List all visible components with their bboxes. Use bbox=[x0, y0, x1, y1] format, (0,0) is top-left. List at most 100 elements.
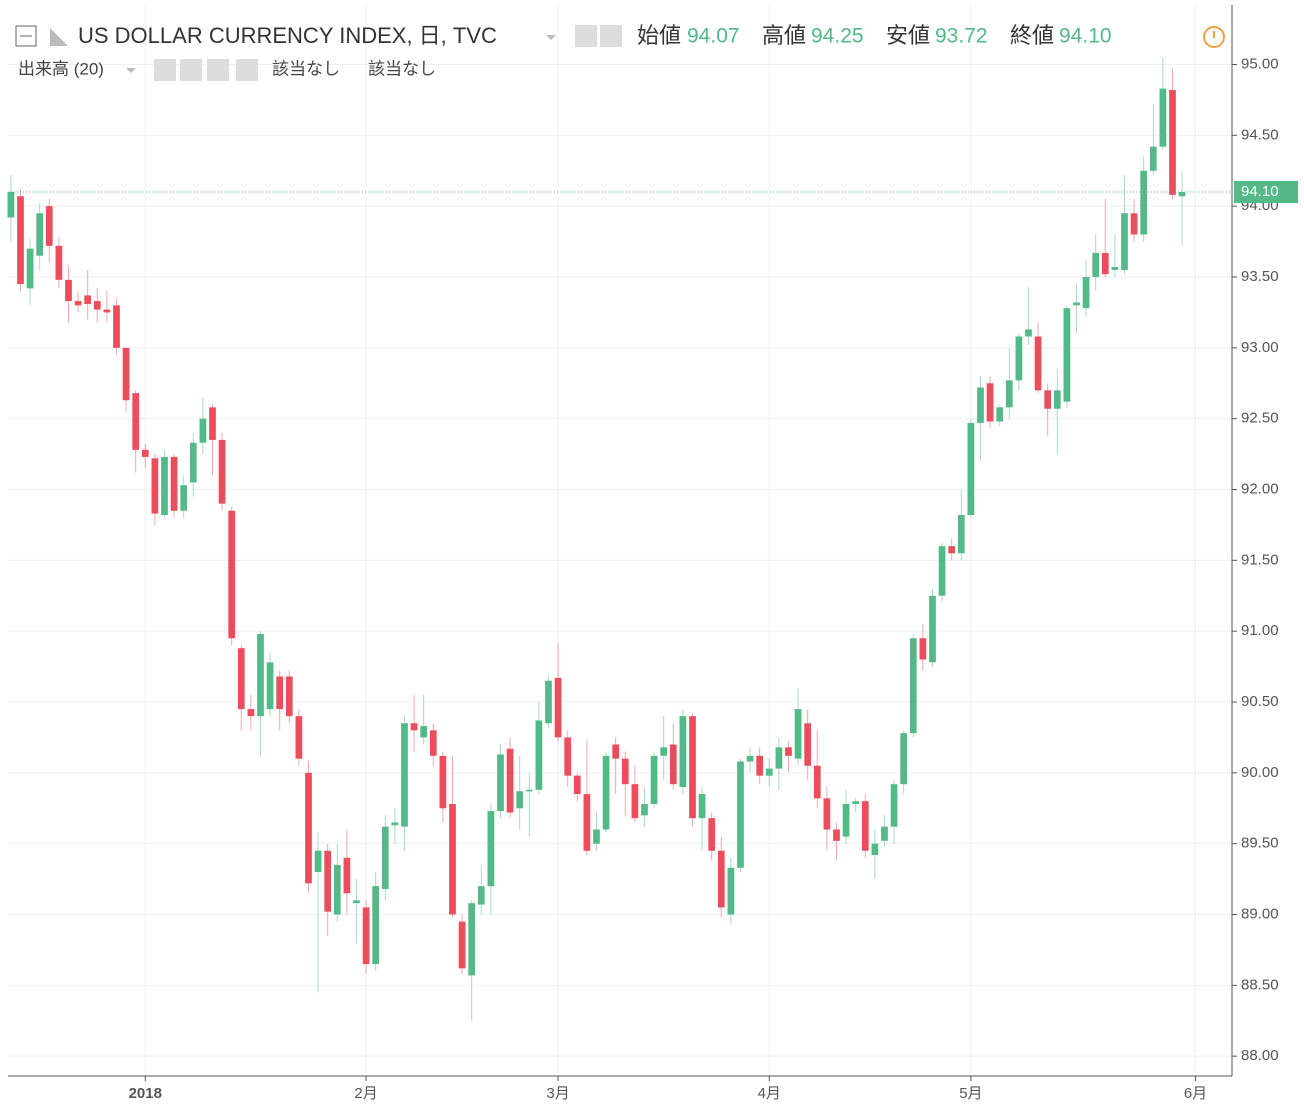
candle-body bbox=[833, 829, 840, 841]
candle-body bbox=[1111, 267, 1119, 270]
candle-body bbox=[1015, 336, 1023, 381]
x-tick-label: 4月 bbox=[758, 1085, 781, 1102]
volume-label: 出来高 (20) bbox=[18, 59, 104, 78]
candle-body bbox=[122, 347, 130, 401]
candle-body bbox=[698, 794, 706, 819]
eye-icon[interactable] bbox=[575, 25, 597, 47]
dropdown[interactable] bbox=[126, 68, 136, 73]
y-tick-label: 90.00 bbox=[1241, 764, 1279, 781]
candle-body bbox=[247, 709, 255, 717]
candle-body bbox=[717, 850, 725, 908]
candle-body bbox=[55, 245, 63, 280]
candle-body bbox=[477, 886, 485, 905]
candle-body bbox=[439, 755, 447, 809]
candle-body bbox=[1044, 390, 1052, 409]
close-icon[interactable] bbox=[236, 59, 258, 81]
candle-body bbox=[285, 676, 293, 717]
x-tick-label: 5月 bbox=[959, 1085, 982, 1102]
candle-body bbox=[449, 804, 456, 915]
candle-body bbox=[996, 407, 1004, 422]
candle-body bbox=[17, 196, 24, 285]
candle-body bbox=[209, 407, 216, 440]
candle-body bbox=[1149, 146, 1157, 171]
candle-body bbox=[919, 638, 927, 660]
add-icon[interactable] bbox=[207, 59, 229, 81]
candle-body bbox=[564, 737, 572, 776]
y-tick-label: 93.50 bbox=[1241, 268, 1279, 285]
x-tick-label: 2月 bbox=[354, 1085, 377, 1102]
last-price-box bbox=[1234, 181, 1298, 203]
candle-body bbox=[458, 921, 466, 969]
candle-body bbox=[305, 772, 312, 884]
candle-body bbox=[1073, 302, 1080, 306]
candle-body bbox=[929, 595, 936, 663]
candle-body bbox=[986, 383, 994, 422]
y-tick-label: 88.50 bbox=[1241, 976, 1279, 993]
candle-body bbox=[957, 515, 965, 554]
candle-body bbox=[362, 907, 370, 965]
candle-body bbox=[266, 662, 274, 710]
candle-body bbox=[737, 761, 744, 868]
y-tick-label: 94.50 bbox=[1241, 126, 1279, 143]
candle-body bbox=[257, 634, 264, 717]
candle-body bbox=[132, 393, 140, 450]
low-label: 安値 bbox=[886, 23, 930, 48]
candle-body bbox=[554, 677, 562, 738]
candle-body bbox=[381, 826, 389, 889]
candle-body bbox=[1063, 308, 1071, 402]
candle-body bbox=[977, 387, 984, 423]
flag-icon bbox=[50, 28, 68, 46]
collapse-button[interactable] bbox=[15, 25, 37, 47]
candle-body bbox=[180, 485, 188, 511]
candle-body bbox=[1034, 336, 1042, 391]
na-label: 該当なし bbox=[272, 59, 340, 78]
candle-body bbox=[525, 789, 533, 792]
candle-body bbox=[1101, 252, 1109, 275]
y-tick-label: 92.50 bbox=[1241, 410, 1279, 427]
open-value: 94.07 bbox=[687, 25, 740, 48]
x-tick-label: 2018 bbox=[129, 1085, 162, 1102]
candle-body bbox=[93, 301, 101, 310]
eye-icon[interactable] bbox=[154, 59, 176, 81]
settings-icon[interactable] bbox=[600, 25, 622, 47]
candle-body bbox=[881, 826, 888, 841]
y-tick-label: 89.50 bbox=[1241, 835, 1279, 852]
candle-body bbox=[324, 850, 332, 912]
alert-icon[interactable] bbox=[1203, 26, 1225, 48]
candles bbox=[7, 57, 1232, 1021]
candle-body bbox=[141, 449, 149, 457]
candle-body bbox=[1178, 192, 1186, 197]
candle-body bbox=[679, 716, 687, 787]
open-label: 始値 bbox=[637, 23, 681, 48]
candle-body bbox=[151, 458, 159, 514]
candle-body bbox=[631, 784, 639, 819]
candle-body bbox=[84, 295, 92, 304]
close-value: 94.10 bbox=[1059, 25, 1112, 48]
candle-body bbox=[189, 442, 197, 483]
candle-body bbox=[813, 765, 821, 799]
candle-body bbox=[890, 784, 898, 827]
candle-body bbox=[909, 638, 917, 734]
y-tick-label: 92.00 bbox=[1241, 480, 1279, 497]
candle-body bbox=[237, 648, 245, 710]
candle-body bbox=[785, 747, 792, 756]
candle-body bbox=[487, 811, 495, 887]
dropdown[interactable] bbox=[546, 35, 556, 40]
candle-body bbox=[468, 903, 476, 976]
candle-body bbox=[391, 822, 399, 826]
candle-body bbox=[314, 850, 322, 872]
candle-body bbox=[669, 744, 677, 785]
candle-body bbox=[113, 305, 120, 348]
axes: 88.00 88.50 89.00 89.50 90.00 90.50 91.00 91.50… bbox=[129, 55, 1298, 1102]
candle-body bbox=[199, 418, 207, 443]
close-label: 終値 bbox=[1010, 23, 1054, 48]
settings-icon[interactable] bbox=[180, 59, 202, 81]
candle-body bbox=[900, 733, 908, 785]
y-tick-label: 91.00 bbox=[1241, 622, 1279, 639]
candle-body bbox=[948, 546, 956, 554]
last-price-label: 94.10 bbox=[1241, 183, 1279, 200]
candle-body bbox=[794, 709, 802, 759]
candle-body bbox=[967, 422, 975, 515]
candle-body bbox=[765, 768, 773, 776]
